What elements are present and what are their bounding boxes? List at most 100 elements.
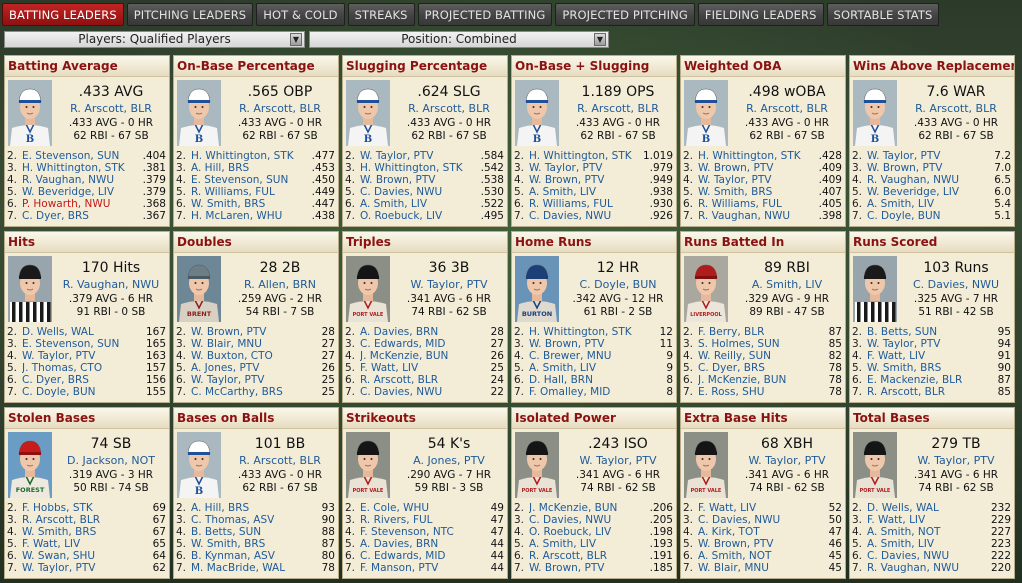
card-title[interactable]: Stolen Bases (5, 408, 169, 429)
leader-name-link[interactable]: W. Taylor, PTV (917, 454, 995, 467)
card-title[interactable]: Hits (5, 232, 169, 253)
player-link[interactable]: W. Reilly, SUN (698, 350, 771, 362)
player-link[interactable]: D. Hall, BRN (529, 374, 593, 386)
player-link[interactable]: W. Blair, MNU (191, 338, 262, 350)
player-link[interactable]: E. Stevenson, SUN (22, 338, 120, 350)
leader-name-link[interactable]: W. Taylor, PTV (748, 454, 826, 467)
player-link[interactable]: R. Williams, FUL (191, 186, 275, 198)
player-photo[interactable]: PORT VALE (346, 256, 390, 322)
player-photo[interactable]: B (8, 80, 52, 146)
player-link[interactable]: A. Smith, LIV (360, 198, 428, 210)
player-photo[interactable]: PORT VALE (346, 432, 390, 498)
player-link[interactable]: W. Brown, PTV (529, 338, 605, 350)
player-link[interactable]: W. Beveridge, LIV (867, 186, 960, 198)
player-link[interactable]: F. Omalley, MID (529, 386, 611, 398)
player-link[interactable]: W. Brown, PTV (698, 538, 774, 550)
leader-name-link[interactable]: R. Arscott, BLR (408, 102, 490, 115)
player-link[interactable]: E. Cole, WHU (360, 502, 430, 514)
player-link[interactable]: W. Brown, PTV (867, 162, 943, 174)
tab-fielding-leaders[interactable]: FIELDING LEADERS (697, 3, 824, 26)
player-link[interactable]: B. Betts, SUN (191, 526, 262, 538)
player-link[interactable]: C. Dyer, BRS (22, 210, 89, 222)
player-link[interactable]: R. Williams, FUL (529, 198, 613, 210)
player-photo[interactable] (8, 256, 52, 322)
leader-name-link[interactable]: C. Davies, NWU (912, 278, 1000, 291)
player-link[interactable]: F. Watt, LIV (698, 502, 757, 514)
player-photo[interactable]: B (684, 80, 728, 146)
player-link[interactable]: F. Berry, BLR (698, 326, 765, 338)
player-link[interactable]: R. Arscott, BLR (360, 374, 439, 386)
player-link[interactable]: R. Arscott, BLR (22, 514, 101, 526)
player-link[interactable]: W. Taylor, PTV (191, 374, 265, 386)
player-link[interactable]: R. Vaughan, NWU (867, 562, 960, 574)
player-photo[interactable] (853, 256, 897, 322)
tab-pitching-leaders[interactable]: PITCHING LEADERS (126, 3, 254, 26)
player-link[interactable]: B. Kynman, ASV (191, 550, 275, 562)
player-link[interactable]: H. Whittington, STK (698, 150, 801, 162)
leader-name-link[interactable]: R. Arscott, BLR (915, 102, 997, 115)
player-link[interactable]: A. Smith, NOT (698, 550, 772, 562)
player-link[interactable]: D. Wells, WAL (867, 502, 939, 514)
tab-batting-leaders[interactable]: BATTING LEADERS (2, 3, 124, 26)
player-link[interactable]: A. Smith, NOT (867, 526, 941, 538)
card-title[interactable]: Weighted OBA (681, 56, 845, 77)
player-link[interactable]: H. Whittington, STK (529, 326, 632, 338)
tab-hot-cold[interactable]: HOT & COLD (256, 3, 345, 26)
player-link[interactable]: F. Watt, LIV (867, 350, 926, 362)
player-link[interactable]: R. Vaughan, NWU (698, 210, 791, 222)
player-link[interactable]: H. Whittington, STK (360, 162, 463, 174)
player-link[interactable]: R. Vaughan, NWU (22, 174, 115, 186)
player-link[interactable]: C. Edwards, MID (360, 550, 446, 562)
player-link[interactable]: S. Holmes, SUN (698, 338, 780, 350)
players-filter-select[interactable]: Players: Qualified Players ▼ (4, 31, 305, 48)
card-title[interactable]: Bases on Balls (174, 408, 338, 429)
leader-name-link[interactable]: R. Arscott, BLR (746, 102, 828, 115)
player-link[interactable]: M. MacBride, WAL (191, 562, 286, 574)
player-link[interactable]: W. Buxton, CTO (191, 350, 273, 362)
player-link[interactable]: C. Thomas, ASV (191, 514, 275, 526)
tab-projected-batting[interactable]: PROJECTED BATTING (417, 3, 553, 26)
player-link[interactable]: H. Whittington, STK (191, 150, 294, 162)
player-link[interactable]: H. Whittington, STK (529, 150, 632, 162)
player-link[interactable]: W. Brown, PTV (360, 174, 436, 186)
card-title[interactable]: Runs Batted In (681, 232, 845, 253)
player-link[interactable]: E. Ross, SHU (698, 386, 765, 398)
chevron-down-icon[interactable]: ▼ (594, 33, 606, 46)
card-title[interactable]: On-Base Percentage (174, 56, 338, 77)
player-link[interactable]: H. McLaren, WHU (191, 210, 283, 222)
player-link[interactable]: W. Smith, BRS (191, 198, 266, 210)
player-link[interactable]: W. Blair, MNU (698, 562, 769, 574)
leader-name-link[interactable]: A. Smith, LIV (751, 278, 823, 291)
card-title[interactable]: Extra Base Hits (681, 408, 845, 429)
player-link[interactable]: A. Davies, BRN (360, 538, 439, 550)
player-link[interactable]: A. Smith, LIV (529, 186, 597, 198)
player-link[interactable]: A. Davies, BRN (360, 326, 439, 338)
player-link[interactable]: W. Taylor, PTV (22, 562, 96, 574)
player-link[interactable]: W. Swan, SHU (22, 550, 96, 562)
player-link[interactable]: A. Smith, LIV (529, 362, 597, 374)
player-link[interactable]: J. McKenzie, BUN (529, 502, 618, 514)
player-photo[interactable]: B (346, 80, 390, 146)
player-link[interactable]: R. Arscott, BLR (529, 550, 608, 562)
card-title[interactable]: Batting Average (5, 56, 169, 77)
card-title[interactable]: Doubles (174, 232, 338, 253)
player-link[interactable]: O. Roebuck, LIV (360, 210, 443, 222)
card-title[interactable]: Home Runs (512, 232, 676, 253)
player-link[interactable]: W. Smith, BRS (22, 526, 97, 538)
player-link[interactable]: C. Davies, NWU (529, 514, 612, 526)
player-link[interactable]: W. Beveridge, LIV (22, 186, 115, 198)
player-link[interactable]: A. Hill, BRS (191, 162, 250, 174)
player-link[interactable]: C. Edwards, MID (360, 338, 446, 350)
leader-name-link[interactable]: R. Arscott, BLR (577, 102, 659, 115)
player-link[interactable]: O. Roebuck, LIV (529, 526, 612, 538)
chevron-down-icon[interactable]: ▼ (290, 33, 302, 46)
player-link[interactable]: C. Dyer, BRS (22, 374, 89, 386)
player-link[interactable]: W. Taylor, PTV (698, 174, 772, 186)
player-link[interactable]: C. Davies, NWU (529, 210, 612, 222)
player-link[interactable]: D. Wells, WAL (22, 326, 94, 338)
card-title[interactable]: Runs Scored (850, 232, 1014, 253)
card-title[interactable]: On-Base + Slugging (512, 56, 676, 77)
player-link[interactable]: A. Hill, BRS (191, 502, 250, 514)
player-link[interactable]: H. Whittington, STK (22, 162, 125, 174)
card-title[interactable]: Slugging Percentage (343, 56, 507, 77)
